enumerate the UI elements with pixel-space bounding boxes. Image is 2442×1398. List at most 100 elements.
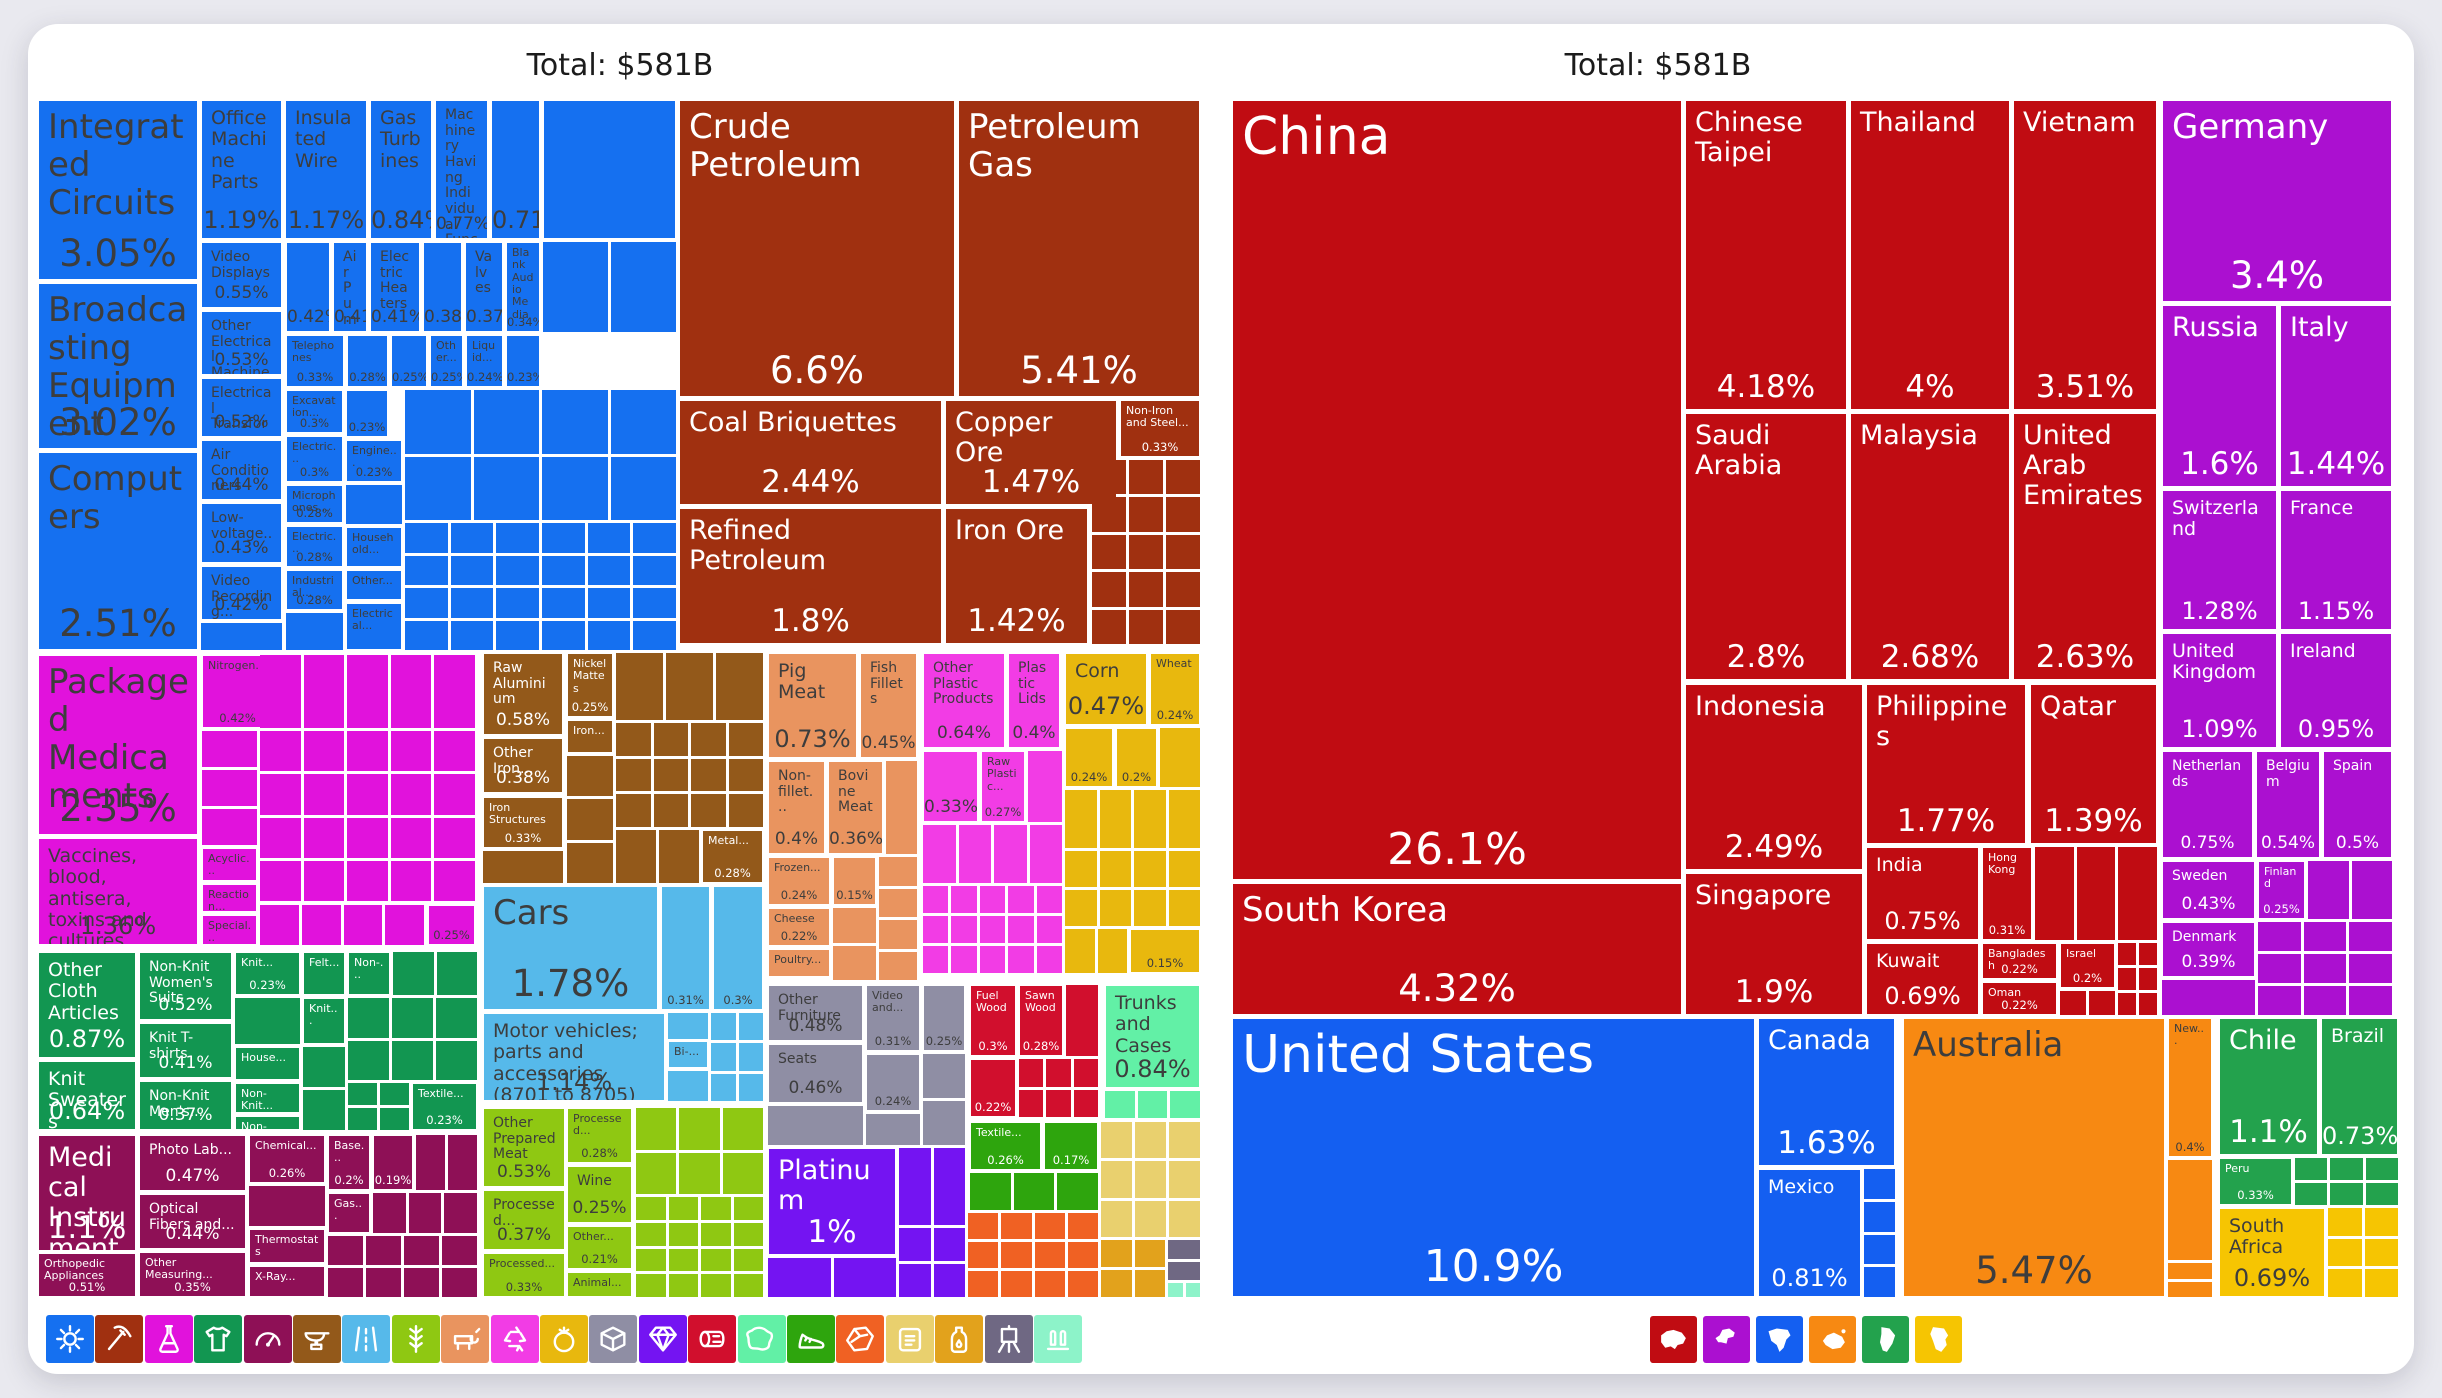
cell-south-america[interactable] [2330, 1183, 2363, 1205]
cell-metals[interactable] [653, 723, 688, 756]
cell-instruments[interactable] [442, 1236, 477, 1265]
cell-stone-glass[interactable] [1067, 1242, 1098, 1268]
cell-europe-netherlands[interactable]: Netherlands 0.75% [2163, 752, 2252, 857]
oceania-icon[interactable] [1809, 1316, 1856, 1363]
cell-north-america-mexico[interactable]: Mexico 0.81% [1759, 1170, 1860, 1296]
cell-arts-antiques[interactable] [1168, 1261, 1200, 1280]
cell-precious-metals[interactable] [899, 1228, 931, 1261]
cell-machines[interactable] [611, 242, 676, 332]
cell-metals[interactable] [728, 794, 763, 827]
cell-vegetable-products[interactable] [1097, 929, 1127, 973]
cell-metals-other-iron[interactable]: Other Iron... 0.38% [484, 739, 562, 792]
cell-chemical-products[interactable] [202, 770, 257, 806]
cell-stone-glass[interactable] [1001, 1271, 1032, 1297]
cell-animal-hides[interactable] [1137, 1091, 1168, 1118]
cell-paper-goods[interactable] [1101, 1200, 1132, 1237]
cell-animal-vegetable-bi-products[interactable] [1101, 1270, 1132, 1297]
cell-mineral-products[interactable] [1166, 497, 1200, 532]
cell-foodstuffs[interactable] [733, 1248, 763, 1272]
cell-vegetable-products[interactable] [1168, 890, 1200, 926]
cell-machines[interactable] [587, 555, 631, 585]
cell-textiles[interactable] [380, 1108, 409, 1130]
cell-metals[interactable] [691, 794, 726, 827]
cell-metals[interactable] [653, 758, 688, 792]
cell-foodstuffs[interactable] [636, 1248, 666, 1272]
cell-foodstuffs[interactable] [722, 1108, 763, 1150]
cell-precious-metals[interactable] [933, 1228, 965, 1261]
cell-machines-electric[interactable]: Electric... 0.3% [287, 437, 342, 481]
cell-asia-malaysia[interactable]: Malaysia 2.68% [1851, 414, 2009, 679]
cell-mineral-products[interactable] [1092, 460, 1126, 495]
cell-instruments-gas[interactable]: Gas... [329, 1194, 369, 1232]
cell-machines-broadcasting-equipment[interactable]: Broadcasting Equipment 3.02% [39, 284, 197, 448]
cell-europe-italy[interactable]: Italy 1.44% [2281, 306, 2391, 486]
cell-chemical-products[interactable] [434, 731, 475, 772]
cell-plastics-rubbers[interactable] [979, 916, 1006, 943]
cell-foodstuffs-wine[interactable]: Wine 0.25% [568, 1167, 631, 1222]
cell-oceania[interactable] [2168, 1263, 2212, 1279]
cell-foodstuffs[interactable] [668, 1222, 698, 1246]
cell-instruments-medical-instruments[interactable]: Medical Instruments1.1% [39, 1136, 135, 1250]
wood-log-icon[interactable] [688, 1315, 737, 1363]
cell-machines-other-electrical-machinery[interactable]: Other Electrical Machinery0.53% [202, 312, 281, 374]
cell-machines[interactable] [405, 588, 448, 618]
cell-instruments[interactable] [444, 1193, 477, 1233]
cell-asia-chinese-taipei[interactable]: Chinese Taipei 4.18% [1686, 101, 1846, 409]
cell-textiles[interactable] [392, 1040, 433, 1080]
cell-machines[interactable] [610, 456, 676, 520]
cell-miscellaneous-0-25[interactable]: 0.25% [924, 986, 964, 1050]
cell-machines[interactable] [587, 523, 631, 553]
cell-asia-united-arab-emirates[interactable]: United Arab Emirates 2.63% [2014, 414, 2156, 679]
cell-vegetable-products[interactable] [1065, 890, 1097, 926]
cell-europe[interactable] [2308, 861, 2349, 919]
cell-asia[interactable] [2139, 968, 2157, 990]
cell-metals[interactable] [616, 830, 656, 883]
cell-instruments[interactable] [416, 1135, 445, 1190]
cell-footwear-headwear[interactable] [1057, 1173, 1098, 1210]
cell-north-america-united-states[interactable]: United States 10.9% [1233, 1019, 1754, 1296]
cell-europe[interactable] [2258, 986, 2301, 1015]
cell-metals[interactable] [691, 758, 726, 792]
cell-europe-switzerland[interactable]: Switzerland 1.28% [2163, 491, 2276, 629]
cell-transportation[interactable] [711, 1013, 736, 1041]
cell-machines-computers[interactable]: Computers 2.51% [39, 453, 197, 649]
cell-machines[interactable] [496, 588, 539, 618]
cell-textiles-knit-sweaters[interactable]: Knit Sweaters 0.64% [39, 1062, 135, 1129]
cell-machines-0-42[interactable]: 0.42% [287, 243, 329, 331]
cell-instruments-x-ray[interactable]: X-Ray... [250, 1267, 324, 1296]
cell-machines[interactable] [587, 620, 631, 650]
cell-plastics-rubbers-other-plastic-products[interactable]: Other Plastic Products 0.64% [924, 654, 1004, 747]
cell-europe-sweden[interactable]: Sweden 0.43% [2163, 862, 2254, 918]
cell-transportation[interactable] [711, 1043, 736, 1071]
cell-precious-metals[interactable] [833, 1258, 896, 1297]
cell-metals-nickel-mattes[interactable]: Nickel Mattes 0.25% [568, 654, 612, 716]
cell-foodstuffs[interactable] [636, 1274, 666, 1297]
cell-foodstuffs[interactable] [733, 1197, 763, 1220]
cell-textiles[interactable] [303, 1090, 345, 1130]
cell-machines[interactable] [542, 588, 585, 618]
cell-machines[interactable] [542, 555, 585, 585]
cell-weapons[interactable] [1185, 1283, 1200, 1297]
cell-weapons[interactable] [1168, 1283, 1183, 1297]
cell-mineral-products-copper-ore[interactable]: Copper Ore 1.47% [946, 401, 1116, 504]
cell-europe[interactable] [2351, 861, 2392, 919]
cell-animal-products[interactable] [886, 761, 917, 854]
cell-transportation[interactable] [668, 1013, 708, 1039]
cell-textiles[interactable] [436, 952, 477, 995]
box-icon[interactable] [589, 1315, 638, 1363]
cell-paper-goods[interactable] [1169, 1161, 1200, 1198]
cell-foodstuffs[interactable] [733, 1222, 763, 1246]
shoe-icon[interactable] [787, 1315, 835, 1363]
cell-stone-glass[interactable] [1067, 1213, 1098, 1239]
north-america-icon[interactable] [1756, 1316, 1803, 1363]
cell-vegetable-products[interactable] [1134, 790, 1166, 848]
cell-wood-products-fuel-wood[interactable]: Fuel Wood 0.3% [971, 986, 1015, 1055]
cell-oceania[interactable] [2168, 1160, 2212, 1260]
cell-transportation-bi[interactable]: Bi-... [669, 1042, 707, 1067]
cell-machines[interactable] [450, 588, 494, 618]
cell-machines-cell[interactable] [544, 101, 675, 238]
cell-asia-vietnam[interactable]: Vietnam 3.51% [2014, 101, 2156, 409]
cell-mineral-products-coal-briquettes[interactable]: Coal Briquettes 2.44% [680, 401, 941, 504]
cell-chemical-products[interactable] [202, 809, 257, 845]
cell-north-america[interactable] [1864, 1201, 1895, 1232]
